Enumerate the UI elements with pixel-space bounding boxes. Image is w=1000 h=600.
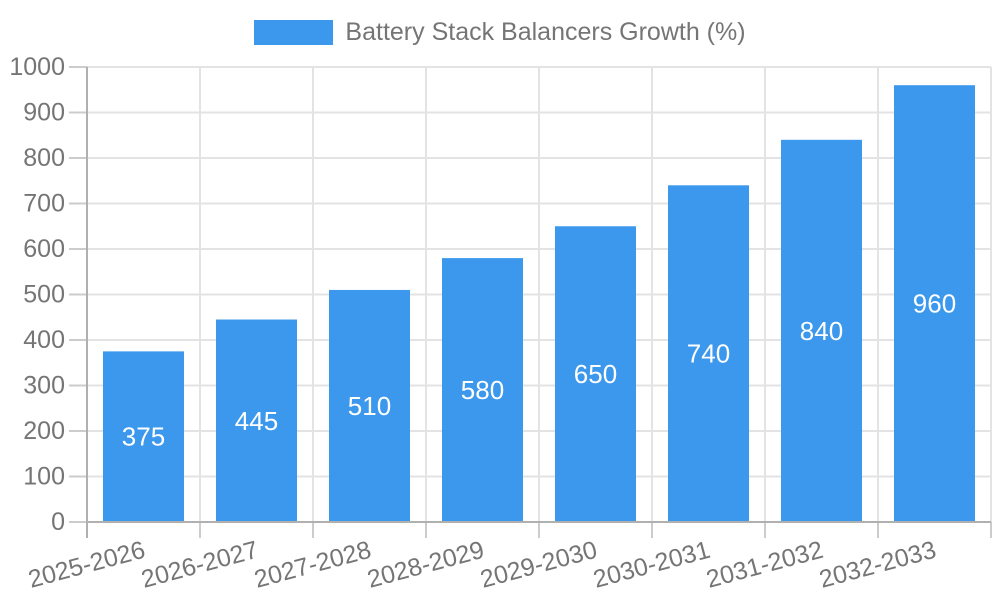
- y-axis-label: 400: [23, 326, 65, 354]
- legend-label: Battery Stack Balancers Growth (%): [345, 17, 746, 46]
- legend-item[interactable]: Battery Stack Balancers Growth (%): [0, 16, 1000, 48]
- x-axis-label: 2027-2028: [251, 536, 374, 594]
- bar-value-label: 960: [913, 289, 956, 319]
- bar-value-label: 740: [687, 339, 730, 369]
- bar: [555, 226, 636, 522]
- y-axis-label: 700: [23, 190, 65, 218]
- x-axis-label: 2032-2033: [816, 536, 939, 594]
- y-axis-label: 900: [23, 99, 65, 127]
- bar-value-label: 580: [461, 375, 504, 405]
- bar: [668, 185, 749, 523]
- x-axis-label: 2026-2027: [138, 536, 261, 594]
- y-axis-label: 200: [23, 417, 65, 445]
- bar: [894, 85, 975, 522]
- bar-value-label: 840: [800, 316, 843, 346]
- bar: [442, 258, 523, 522]
- legend-swatch: [254, 19, 334, 45]
- bar-value-label: 375: [122, 422, 165, 452]
- y-axis-label: 600: [23, 235, 65, 263]
- y-axis-label: 800: [23, 144, 65, 172]
- x-axis-label: 2028-2029: [364, 536, 487, 594]
- y-axis-label: 0: [51, 508, 65, 536]
- bar: [329, 289, 410, 522]
- bar: [216, 319, 297, 522]
- x-axis-label: 2025-2026: [25, 536, 148, 594]
- y-axis-label: 100: [23, 463, 65, 491]
- x-axis-label: 2031-2032: [703, 536, 826, 594]
- y-axis-label: 300: [23, 372, 65, 400]
- bar-value-label: 445: [235, 406, 278, 436]
- y-axis-label: 1000: [9, 53, 65, 81]
- x-axis-label: 2029-2030: [477, 536, 600, 594]
- x-axis-label: 2030-2031: [590, 536, 713, 594]
- bar: [781, 139, 862, 523]
- bar: [103, 351, 184, 522]
- bar-value-label: 510: [348, 391, 391, 421]
- bar-value-label: 650: [574, 359, 617, 389]
- y-axis-label: 500: [23, 281, 65, 309]
